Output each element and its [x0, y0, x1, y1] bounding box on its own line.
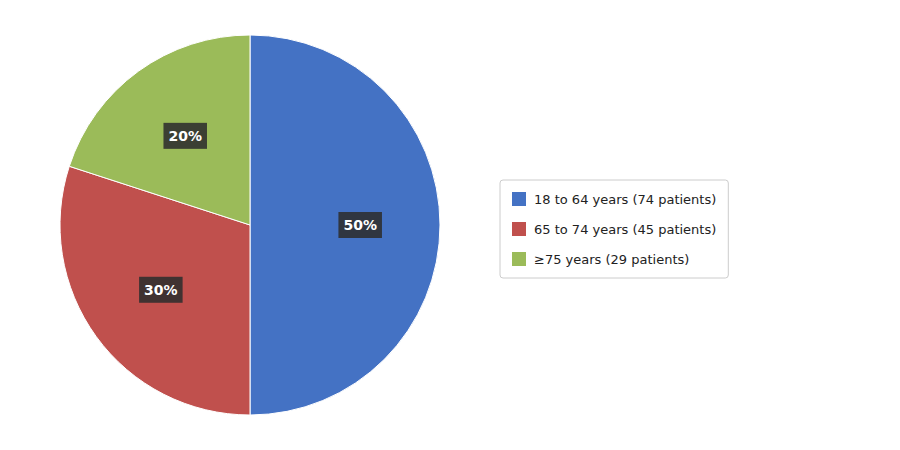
legend-item: 65 to 74 years (45 patients)	[512, 222, 716, 237]
chart: 50% 30% 20% 18 to 64 years (74 patients) 65 …	[0, 0, 900, 450]
data-label: 50%	[343, 217, 377, 233]
legend-swatch	[512, 252, 526, 266]
legend-label: 18 to 64 years (74 patients)	[534, 192, 716, 207]
data-label-group: 20%	[163, 123, 207, 149]
legend-item: 18 to 64 years (74 patients)	[512, 192, 716, 207]
data-label: 20%	[168, 128, 202, 144]
legend-label: 65 to 74 years (45 patients)	[534, 222, 716, 237]
data-label-box	[338, 212, 382, 238]
data-labels: 50% 30% 20%	[139, 123, 382, 303]
data-label-box	[139, 277, 183, 303]
legend-frame	[500, 180, 728, 278]
legend-item: ≥75 years (29 patients)	[512, 252, 689, 267]
data-label: 30%	[144, 282, 178, 298]
legend: 18 to 64 years (74 patients) 65 to 74 yea…	[500, 180, 728, 278]
pie-slice	[69, 35, 250, 225]
legend-label: ≥75 years (29 patients)	[534, 252, 689, 267]
pie-slice	[250, 35, 440, 415]
legend-swatch	[512, 192, 526, 206]
pie	[60, 35, 440, 415]
data-label-group: 30%	[139, 277, 183, 303]
data-label-box	[163, 123, 207, 149]
data-label-group: 50%	[338, 212, 382, 238]
legend-swatch	[512, 222, 526, 236]
